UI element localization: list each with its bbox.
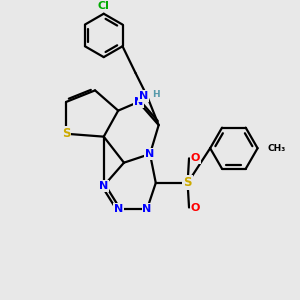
Text: N: N (114, 204, 123, 214)
Text: N: N (142, 204, 152, 214)
Text: O: O (191, 202, 200, 212)
Text: N: N (99, 181, 108, 191)
Text: N: N (139, 91, 148, 101)
Text: H: H (153, 90, 160, 99)
Text: O: O (191, 153, 200, 163)
Text: N: N (146, 149, 154, 159)
Text: S: S (183, 176, 192, 189)
Text: Cl: Cl (98, 1, 110, 10)
Text: N: N (134, 97, 143, 107)
Text: S: S (62, 127, 70, 140)
Text: CH₃: CH₃ (268, 144, 286, 153)
